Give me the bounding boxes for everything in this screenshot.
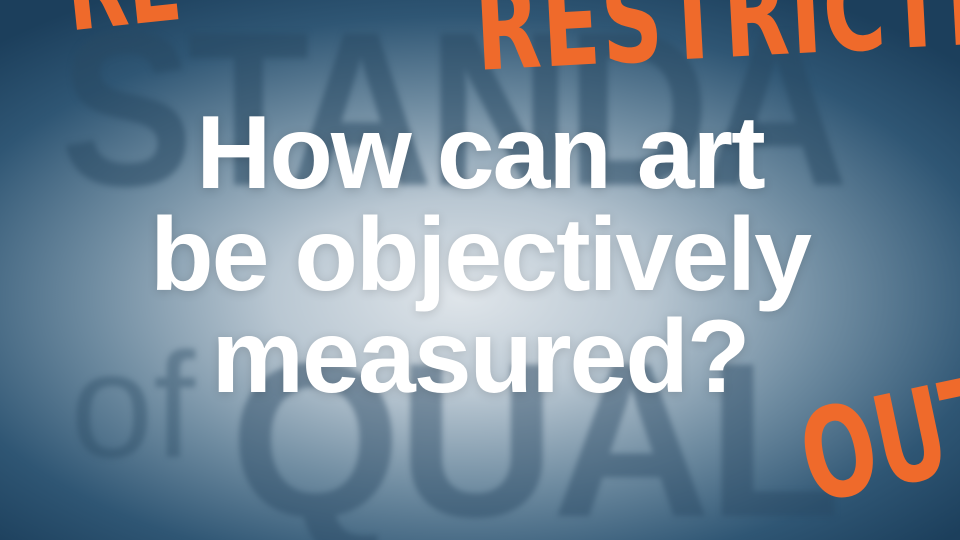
headline-line-2: be objectively — [150, 197, 812, 313]
background-word-standard: STANDA — [60, 0, 848, 233]
headline-line-1: How can art — [196, 95, 765, 211]
stamp-word-top-left: RE — [59, 0, 187, 56]
background-word-of: of — [70, 321, 196, 489]
headline-question: How can art be objectively measured? — [0, 95, 960, 415]
headline-line-3: measured? — [211, 299, 751, 415]
stamp-word-restrict: RESTRICTI — [471, 0, 960, 98]
background-word-quality: QUAL — [230, 317, 841, 540]
